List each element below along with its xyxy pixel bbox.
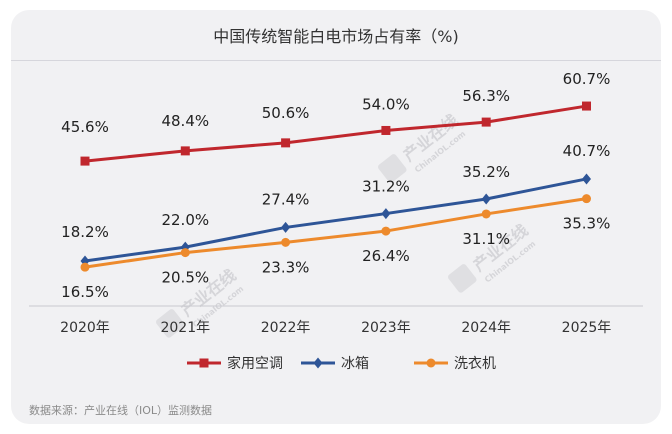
watermark-mark — [448, 264, 477, 293]
data-label: 22.0% — [161, 211, 209, 229]
data-labels-layer: 45.6% 48.4% 50.6% 54.0% 56.3% 60.7% 18.2% 22.0%… — [61, 70, 610, 301]
series-line — [84, 104, 587, 163]
data-point — [80, 156, 90, 166]
data-label: 40.7% — [563, 142, 611, 160]
chart-card: 中国传统智能白电市场占有率（%) 产业在线 ChinaIOL.com 产业在线 Chi… — [11, 10, 661, 424]
watermark-mark — [156, 309, 185, 338]
data-point — [381, 226, 391, 236]
line-chart: 产业在线ChinaIOL.com产业在线ChinaIOL.com产业在线Chin… — [29, 70, 643, 372]
data-point — [80, 262, 90, 272]
data-label: 45.6% — [61, 118, 109, 136]
source-note: 数据来源：产业在线（IOL）监测数据 — [29, 404, 213, 417]
data-label: 60.7% — [563, 70, 611, 88]
data-point — [281, 237, 291, 247]
watermark-layer: 产业在线ChinaIOL.com产业在线ChinaIOL.com产业在线Chin… — [156, 111, 537, 338]
data-point — [481, 117, 491, 127]
data-point — [582, 173, 591, 185]
data-label: 16.5% — [61, 283, 109, 301]
title-divider — [11, 60, 661, 61]
data-label: 50.6% — [262, 104, 310, 122]
legend-marker — [426, 358, 436, 368]
series-line — [84, 197, 587, 269]
x-tick-label: 2023年 — [361, 320, 411, 336]
x-tick-label: 2020年 — [60, 320, 110, 336]
data-point — [381, 208, 391, 220]
data-point — [180, 146, 190, 156]
data-label: 48.4% — [161, 112, 209, 130]
legend-label: 洗衣机 — [454, 356, 496, 372]
series-layer — [80, 101, 591, 272]
data-label: 35.3% — [563, 215, 611, 233]
watermark-mark — [378, 154, 407, 183]
data-label: 23.3% — [262, 258, 310, 276]
data-point — [481, 209, 491, 219]
data-label: 56.3% — [462, 87, 510, 105]
data-label: 35.2% — [462, 163, 510, 181]
legend-item: 家用空调 — [187, 355, 283, 372]
series-line — [84, 177, 587, 263]
legend-marker — [199, 358, 209, 368]
chart-title: 中国传统智能白电市场占有率（%) — [213, 27, 459, 46]
data-label: 18.2% — [61, 223, 109, 241]
series-家用空调 — [80, 101, 591, 166]
data-label: 26.4% — [362, 247, 410, 265]
data-label: 20.5% — [161, 269, 209, 287]
data-point — [180, 248, 190, 258]
data-point — [582, 194, 591, 204]
x-tick-label: 2025年 — [562, 320, 612, 336]
x-tick-label: 2022年 — [261, 320, 311, 336]
data-label: 27.4% — [262, 190, 310, 208]
legend-item: 冰箱 — [301, 356, 369, 372]
data-label: 31.2% — [362, 178, 410, 196]
data-label: 31.1% — [462, 230, 510, 248]
data-label: 54.0% — [362, 95, 410, 113]
legend-marker — [313, 357, 323, 369]
data-point — [582, 101, 591, 111]
legend: 家用空调 冰箱 洗衣机 — [187, 355, 496, 372]
data-point — [381, 125, 391, 135]
x-tick-labels: 2020年 2021年 2022年 2023年 2024年 2025年 — [60, 320, 611, 336]
data-point — [481, 193, 491, 205]
legend-label: 家用空调 — [227, 355, 283, 372]
legend-item: 洗衣机 — [414, 356, 496, 372]
data-point — [281, 138, 291, 148]
legend-label: 冰箱 — [341, 356, 369, 372]
x-tick-label: 2021年 — [160, 320, 210, 336]
series-洗衣机 — [80, 194, 591, 272]
data-point — [281, 221, 291, 233]
x-tick-label: 2024年 — [461, 320, 511, 336]
series-冰箱 — [80, 173, 591, 267]
